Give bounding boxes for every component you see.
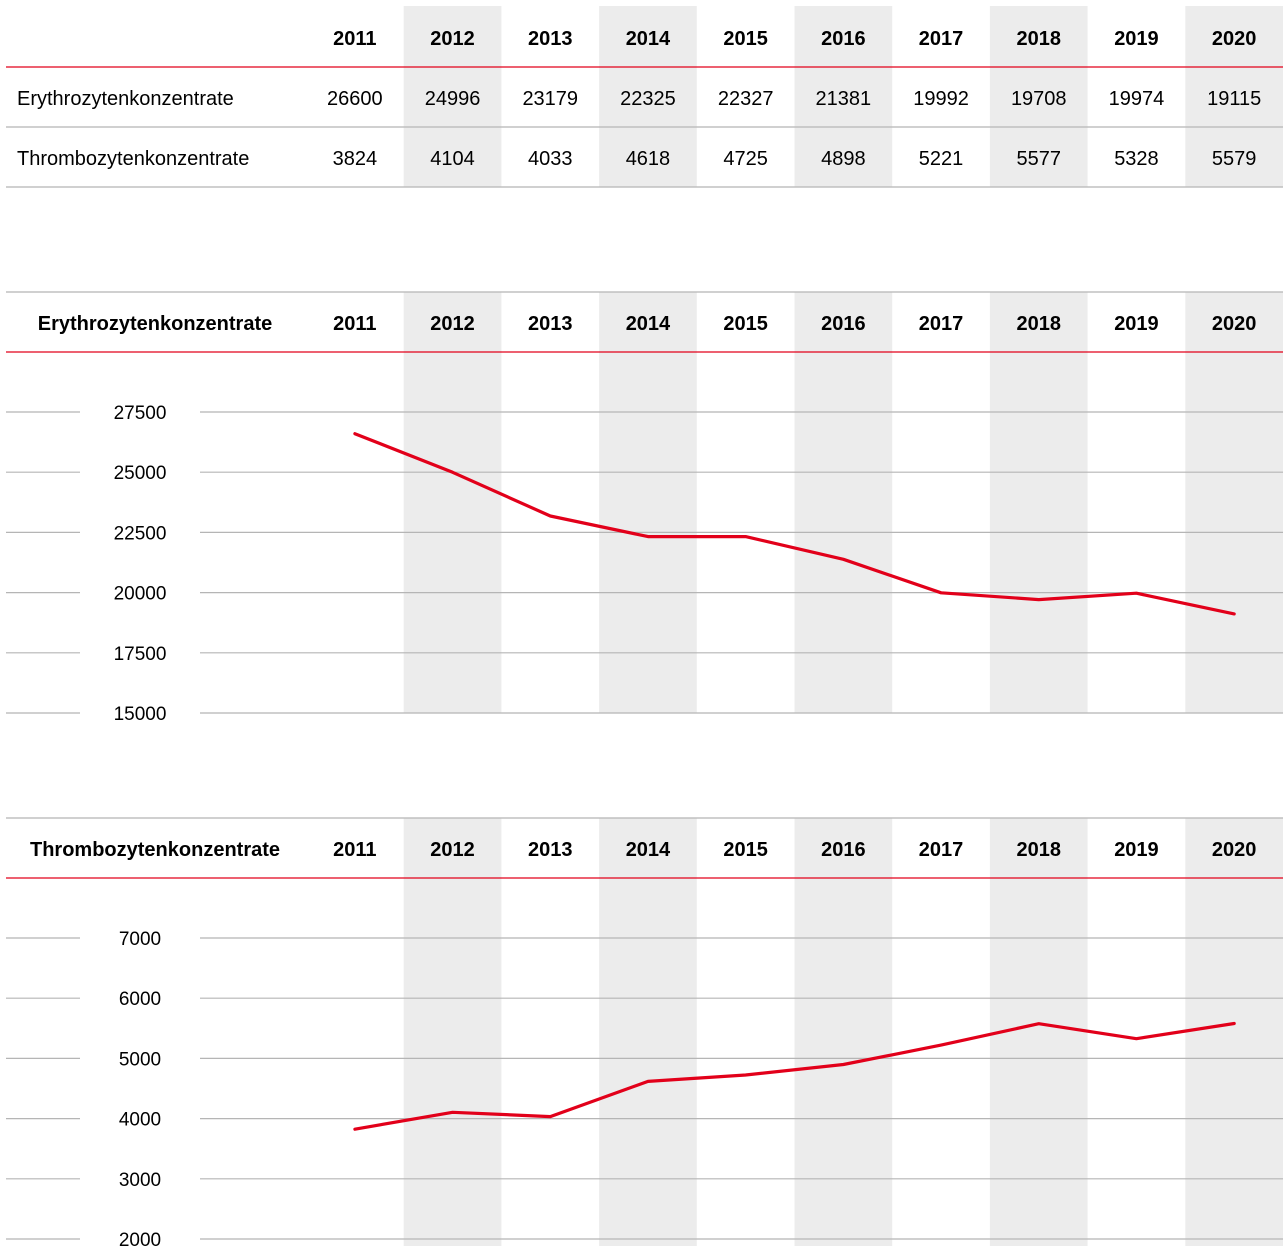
column-band-2012: [403, 292, 502, 713]
column-band-2014: [599, 818, 697, 1246]
x-tick-label: 2016: [821, 839, 866, 861]
x-tick-label: 2013: [528, 313, 573, 335]
table-header-year: 2013: [528, 28, 573, 50]
table-header-year: 2017: [919, 28, 964, 50]
x-tick-label: 2011: [333, 313, 376, 335]
chart-title: Erythrozytenkonzentrate: [38, 313, 273, 335]
column-band-2012: [403, 6, 502, 187]
column-band-2018: [989, 6, 1088, 187]
y-tick-label: 22500: [114, 523, 167, 544]
x-tick-label: 2018: [1017, 313, 1062, 335]
table-header-year: 2014: [626, 28, 671, 50]
x-tick-label: 2017: [919, 313, 964, 335]
x-tick-label: 2018: [1017, 839, 1062, 861]
x-tick-label: 2020: [1212, 313, 1257, 335]
table-header-year: 2018: [1017, 28, 1062, 50]
y-tick-label: 2000: [119, 1230, 161, 1246]
table-cell: 21381: [816, 88, 872, 110]
table-cell: 5577: [1017, 148, 1062, 170]
table-cell: 19974: [1109, 88, 1165, 110]
column-band-2016: [794, 6, 893, 187]
x-tick-label: 2012: [430, 313, 475, 335]
y-tick-label: 15000: [114, 704, 167, 725]
table-cell: 26600: [327, 88, 383, 110]
y-tick-label: 4000: [119, 1110, 161, 1131]
x-tick-label: 2017: [919, 839, 964, 861]
x-tick-label: 2012: [430, 839, 475, 861]
y-tick-label: 17500: [114, 644, 167, 665]
column-band-2018: [989, 292, 1088, 713]
x-tick-label: 2015: [723, 839, 768, 861]
table-cell: 24996: [425, 88, 481, 110]
y-tick-label: 20000: [114, 584, 167, 605]
y-tick-label: 3000: [119, 1170, 161, 1191]
column-band-2020: [1185, 818, 1283, 1246]
x-tick-label: 2013: [528, 839, 573, 861]
table-header-year: 2012: [430, 28, 475, 50]
table-cell: 4725: [723, 148, 768, 170]
table-cell: 4033: [528, 148, 573, 170]
table-header-year: 2020: [1212, 28, 1257, 50]
table-cell: 4898: [821, 148, 866, 170]
table-cell: 4618: [626, 148, 671, 170]
table-header-year: 2016: [821, 28, 866, 50]
y-tick-label: 7000: [119, 929, 161, 950]
table-header-year: 2015: [723, 28, 768, 50]
column-band-2016: [794, 818, 893, 1246]
column-band-2012: [403, 818, 502, 1246]
table-cell: 19992: [913, 88, 969, 110]
table-cell: 5328: [1114, 148, 1159, 170]
x-tick-label: 2014: [626, 839, 671, 861]
x-tick-label: 2011: [333, 839, 376, 861]
chart-title: Thrombozytenkonzentrate: [30, 839, 280, 861]
table-cell: 22327: [718, 88, 774, 110]
table-row-label: Erythrozytenkonzentrate: [17, 88, 234, 110]
table-cell: 5579: [1212, 148, 1257, 170]
table-cell: 4104: [430, 148, 475, 170]
column-band-2016: [794, 292, 893, 713]
column-band-2014: [599, 6, 697, 187]
series-line: [353, 1021, 1236, 1131]
table-header-year: 2019: [1114, 28, 1159, 50]
x-tick-label: 2014: [626, 313, 671, 335]
column-band-2020: [1185, 6, 1283, 187]
table-row-label: Thrombozytenkonzentrate: [17, 148, 249, 170]
y-tick-label: 5000: [119, 1049, 161, 1070]
y-tick-label: 6000: [119, 989, 161, 1010]
series-line: [353, 432, 1236, 616]
table-cell: 23179: [522, 88, 578, 110]
table-cell: 3824: [333, 148, 378, 170]
table-cell: 5221: [919, 148, 964, 170]
x-tick-label: 2015: [723, 313, 768, 335]
table-cell: 19115: [1207, 88, 1261, 110]
x-tick-label: 2016: [821, 313, 866, 335]
column-band-2014: [599, 292, 697, 713]
table-cell: 19708: [1011, 88, 1067, 110]
table-cell: 22325: [620, 88, 676, 110]
column-band-2020: [1185, 292, 1283, 713]
x-tick-label: 2020: [1212, 839, 1257, 861]
y-tick-label: 25000: [114, 463, 167, 484]
y-tick-label: 27500: [114, 403, 167, 424]
x-tick-label: 2019: [1114, 839, 1159, 861]
x-tick-label: 2019: [1114, 313, 1159, 335]
table-header-year: 2011: [333, 28, 376, 50]
